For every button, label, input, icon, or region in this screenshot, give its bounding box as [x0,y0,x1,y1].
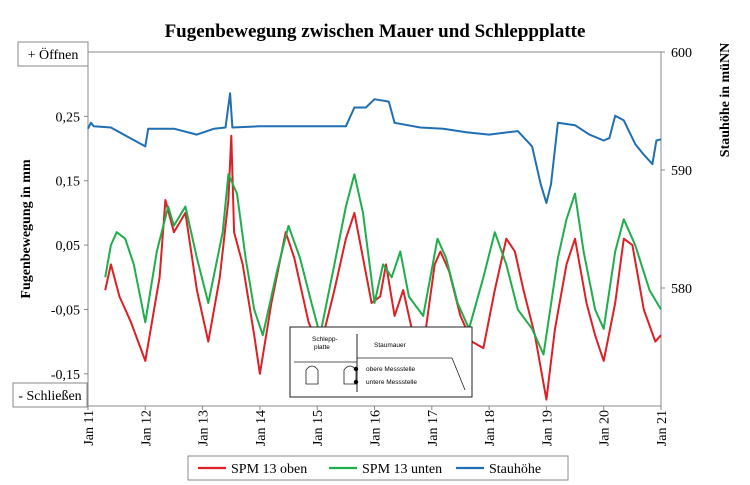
x-tick-label: Jan 15 [311,410,326,446]
inset-plate-label-2: platte [314,344,330,351]
x-tick-label: Jan 13 [197,410,212,446]
y-tick-label: 0,05 [56,239,81,254]
legend-label-unten: SPM 13 unten [362,462,442,477]
y2-tick-label: 590 [671,164,692,179]
close-label: - Schließen [18,389,81,404]
x-axis-ticks: Jan 11 Jan 12 Jan 13 Jan 14 Jan 15 Jan 16 Jan … [82,406,670,446]
inset-lower-label: untere Messstelle [366,379,417,386]
y-tick-label: 0,25 [56,110,81,125]
x-tick-label: Jan 17 [426,410,441,446]
x-tick-label: Jan 18 [483,410,498,446]
series-lines [87,92,662,401]
y-tick-label: -0,05 [51,303,80,318]
x-tick-label: Jan 16 [369,410,384,446]
inset-diagram: Schlepp- platte Staumauer obere Messstel… [289,326,473,398]
x-tick-label: Jan 19 [540,410,555,446]
y2-tick-label: 580 [671,282,692,297]
series-line-stau [87,92,662,204]
inset-wall-label: Staumauer [374,342,407,349]
legend-label-stau: Stauhöhe [489,462,541,477]
y-axis-ticks: 0,25 0,15 0,05 -0,05 -0,15 [51,110,88,383]
legend-label-oben: SPM 13 oben [231,462,307,477]
y2-axis-ticks: 600 590 580 [661,46,692,297]
x-tick-label: Jan 20 [598,410,613,446]
open-annotation: + Öffnen [17,41,89,67]
x-tick-label: Jan 21 [655,410,670,446]
series-line-unten [104,173,662,356]
y-axis-label: Fugenbewegung in mm [19,159,34,299]
inset-plate-label-1: Schlepp- [312,336,338,343]
y2-axis-label: Stauhöhe in müNN [718,43,733,157]
x-tick-label: Jan 14 [254,410,269,446]
y-tick-label: -0,15 [51,368,80,383]
series-line-oben [104,134,662,401]
y2-tick-label: 600 [671,46,692,61]
inset-upper-label: obere Messstelle [366,366,416,373]
x-tick-label: Jan 11 [82,410,97,446]
x-tick-label: Jan 12 [139,410,154,446]
chart-title: Fugenbewegung zwischen Mauer und Schlepp… [165,21,586,42]
open-label: + Öffnen [28,46,79,63]
legend: SPM 13 oben SPM 13 unten Stauhöhe [187,455,569,481]
close-annotation: - Schließen [12,382,88,408]
y-tick-label: 0,15 [56,175,81,190]
